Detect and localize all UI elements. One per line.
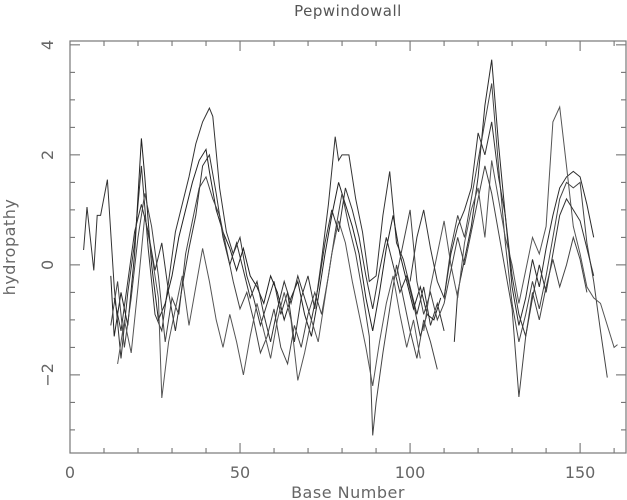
series-line-seq8: [423, 105, 618, 349]
y-tick-label: −2: [38, 363, 57, 387]
series-line-seq6: [453, 59, 595, 342]
x-tick-label: 50: [230, 463, 250, 482]
series-line-seq3: [110, 175, 438, 436]
series-line-seq7: [443, 83, 608, 378]
axis-ticks: [69, 41, 626, 453]
series-line-seq5: [113, 153, 428, 343]
x-tick-label: 0: [65, 463, 75, 482]
series-line-seq1: [83, 106, 445, 359]
y-axis-label: hydropathy: [0, 199, 19, 296]
x-axis-label: Base Number: [291, 483, 405, 500]
chart-title: Pepwindowall: [294, 2, 402, 20]
series-line-seq4: [117, 215, 421, 399]
tick-labels: 0 50 100 150 −2 0 2 4: [38, 40, 595, 482]
y-tick-label: 0: [38, 260, 57, 270]
plot-frame: [69, 40, 627, 454]
series-line-seq10: [396, 165, 588, 397]
series-layer: [83, 59, 618, 436]
y-tick-label: 4: [38, 40, 57, 50]
x-tick-label: 100: [395, 463, 426, 482]
y-tick-label: 2: [38, 150, 57, 160]
x-tick-label: 150: [565, 463, 596, 482]
series-line-seq2: [110, 138, 442, 337]
series-line-seq9: [409, 121, 595, 337]
